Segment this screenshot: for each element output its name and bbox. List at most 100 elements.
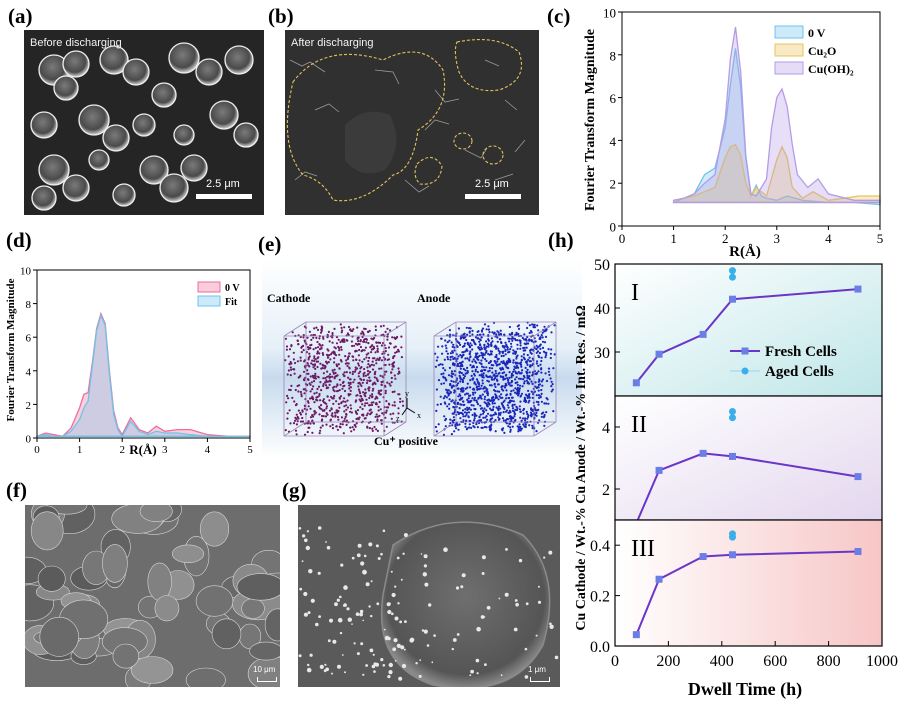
particle	[355, 612, 360, 616]
atom	[387, 353, 390, 356]
particle	[387, 675, 391, 679]
atom	[477, 385, 481, 388]
atom	[302, 336, 305, 339]
atom	[483, 425, 486, 429]
ytick-label-h: 0.2	[590, 589, 610, 606]
atom	[456, 402, 459, 406]
series-d-0	[36, 311, 251, 438]
atom	[324, 365, 327, 368]
particle	[524, 647, 528, 651]
atom	[481, 327, 485, 330]
atom	[366, 412, 369, 415]
atom	[329, 373, 332, 376]
particle	[525, 602, 529, 606]
atom	[476, 426, 479, 429]
atom	[351, 370, 355, 373]
atom	[495, 375, 498, 378]
atom	[471, 333, 474, 336]
atom	[494, 413, 498, 416]
atom	[510, 345, 513, 348]
atom	[293, 419, 297, 422]
atom	[485, 366, 488, 369]
atom	[449, 391, 452, 394]
atom	[328, 383, 331, 386]
atom	[543, 413, 546, 417]
atom	[437, 345, 440, 348]
fresh-cells-point	[632, 379, 640, 387]
atom	[320, 414, 324, 418]
aged-cells-point	[728, 273, 736, 281]
atom	[537, 389, 540, 392]
atom	[453, 363, 456, 366]
atom	[335, 400, 338, 403]
atom	[492, 413, 496, 416]
atom	[367, 359, 370, 363]
atom	[541, 384, 544, 387]
atom	[492, 405, 495, 408]
atom	[386, 327, 389, 330]
atom	[316, 365, 319, 369]
atom	[489, 360, 492, 363]
atom	[398, 393, 401, 396]
atom	[402, 404, 405, 407]
atom	[515, 408, 519, 412]
atom	[318, 432, 321, 435]
atom	[489, 429, 492, 432]
atom	[534, 385, 537, 388]
atom	[441, 352, 444, 355]
particle	[325, 541, 327, 543]
atom	[335, 342, 339, 345]
atom	[434, 425, 437, 429]
atom	[343, 417, 346, 420]
atom	[371, 429, 374, 432]
atom	[358, 390, 361, 393]
atom	[336, 389, 339, 393]
atom	[536, 360, 539, 363]
particle	[356, 652, 360, 656]
xtick-label-d: 0	[34, 444, 40, 456]
atom	[484, 369, 487, 372]
atom	[393, 336, 396, 339]
atom	[315, 336, 318, 339]
atom	[333, 390, 336, 393]
atom	[345, 359, 348, 362]
atom	[514, 333, 517, 336]
atom	[344, 400, 347, 403]
atom	[441, 345, 444, 348]
atom	[531, 357, 534, 360]
atom	[522, 349, 525, 352]
atom	[343, 371, 346, 374]
atom	[398, 371, 401, 374]
atom	[503, 386, 507, 389]
atom	[359, 367, 362, 370]
atom	[324, 384, 328, 387]
atom	[354, 410, 357, 413]
atom	[348, 384, 351, 387]
atom	[515, 388, 519, 391]
atom	[453, 391, 456, 394]
particle	[346, 607, 350, 611]
particle	[307, 663, 310, 667]
atom	[355, 412, 359, 415]
atom	[391, 404, 394, 407]
atom	[527, 415, 530, 418]
atom	[472, 421, 475, 425]
atom	[512, 400, 515, 403]
atom	[466, 349, 469, 352]
atom	[469, 394, 472, 397]
atom	[494, 362, 497, 365]
particle	[428, 603, 432, 607]
atom	[516, 381, 519, 384]
atom	[444, 344, 447, 347]
particle	[388, 670, 393, 675]
atom	[451, 399, 454, 402]
atom	[476, 380, 479, 383]
atom	[458, 412, 461, 415]
atom	[506, 377, 509, 380]
particle	[303, 591, 308, 597]
particle	[357, 543, 362, 548]
atom	[332, 397, 335, 400]
atom	[499, 332, 502, 335]
atom	[451, 355, 454, 358]
particle	[423, 564, 427, 568]
